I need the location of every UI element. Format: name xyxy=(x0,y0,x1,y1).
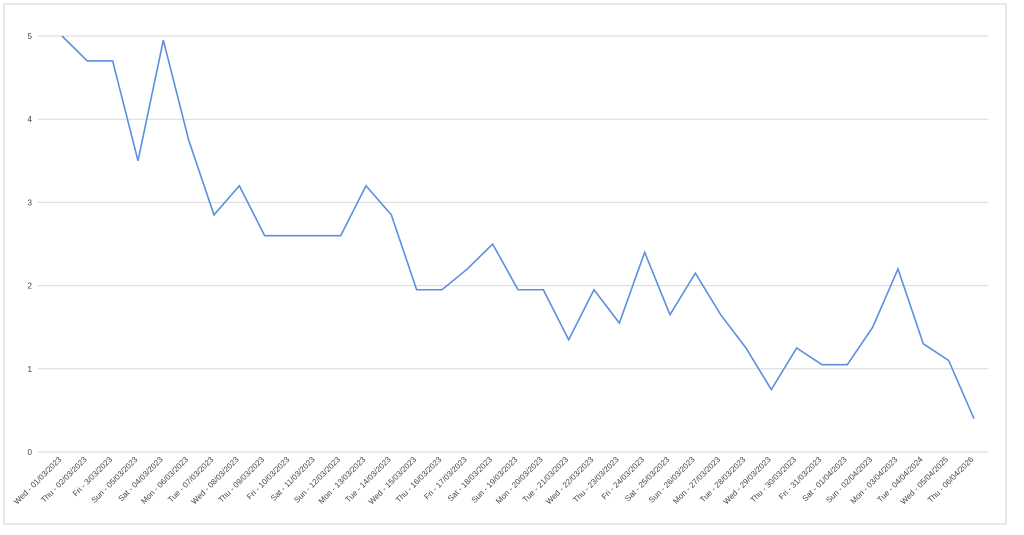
y-tick-label: 4 xyxy=(28,115,33,124)
y-tick-label: 3 xyxy=(28,198,33,207)
chart-frame xyxy=(3,3,1007,525)
data-line xyxy=(61,35,975,420)
y-tick-label: 1 xyxy=(28,365,33,374)
y-tick-label: 2 xyxy=(28,282,33,291)
y-tick-label: 5 xyxy=(28,32,33,41)
y-tick-label: 0 xyxy=(28,448,33,457)
